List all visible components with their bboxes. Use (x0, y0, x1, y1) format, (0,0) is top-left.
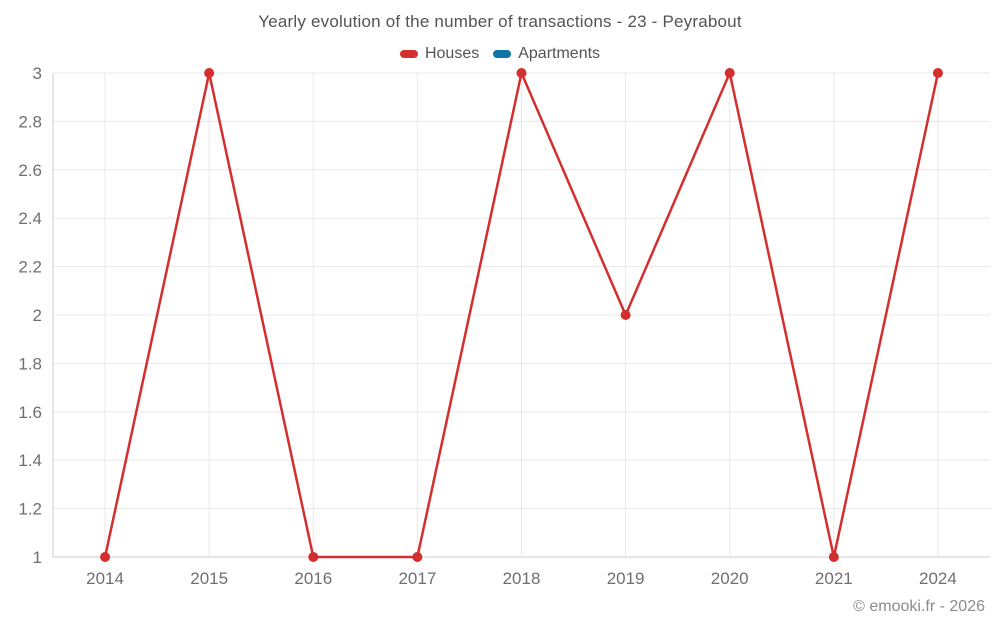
y-tick-label: 1.2 (18, 500, 42, 519)
copyright: © emooki.fr - 2026 (853, 598, 985, 615)
y-tick-label: 1.4 (18, 451, 42, 470)
houses-point[interactable] (412, 552, 423, 562)
houses-point[interactable] (828, 552, 839, 562)
legend-label-apartments: Apartments (518, 45, 601, 62)
x-tick-label: 2020 (711, 569, 749, 588)
y-tick-label: 2.6 (18, 161, 42, 180)
legend-item-houses[interactable]: Houses (399, 45, 480, 63)
houses-point[interactable] (932, 68, 943, 78)
x-tick-label: 2021 (815, 569, 853, 588)
chart-title: Yearly evolution of the number of transa… (258, 12, 742, 31)
y-tick-label: 3 (33, 64, 42, 83)
x-tick-label: 2016 (294, 569, 332, 588)
x-tick-label: 2014 (86, 569, 124, 588)
y-tick-label: 2.4 (18, 209, 42, 228)
houses-point[interactable] (100, 552, 111, 562)
x-tick-label: 2019 (607, 569, 645, 588)
x-tick-label: 2017 (398, 569, 436, 588)
houses-swatch-icon (399, 50, 418, 58)
legend: Houses Apartments (0, 45, 1000, 63)
y-tick-label: 1 (33, 548, 42, 567)
houses-point[interactable] (204, 68, 215, 78)
legend-label-houses: Houses (424, 45, 480, 62)
y-tick-label: 2.8 (18, 112, 42, 131)
legend-item-apartments[interactable]: Apartments (493, 45, 600, 63)
houses-point[interactable] (308, 552, 319, 562)
apartments-swatch-icon (493, 50, 512, 58)
houses-point[interactable] (516, 68, 527, 78)
x-tick-label: 2018 (503, 569, 541, 588)
houses-point[interactable] (620, 310, 631, 320)
x-tick-label: 2015 (190, 569, 228, 588)
y-tick-label: 1.8 (18, 354, 42, 373)
x-tick-label: 2024 (919, 569, 957, 588)
y-tick-label: 2 (33, 306, 42, 325)
y-tick-label: 2.2 (18, 258, 42, 277)
y-tick-label: 1.6 (18, 403, 42, 422)
houses-point[interactable] (724, 68, 735, 78)
